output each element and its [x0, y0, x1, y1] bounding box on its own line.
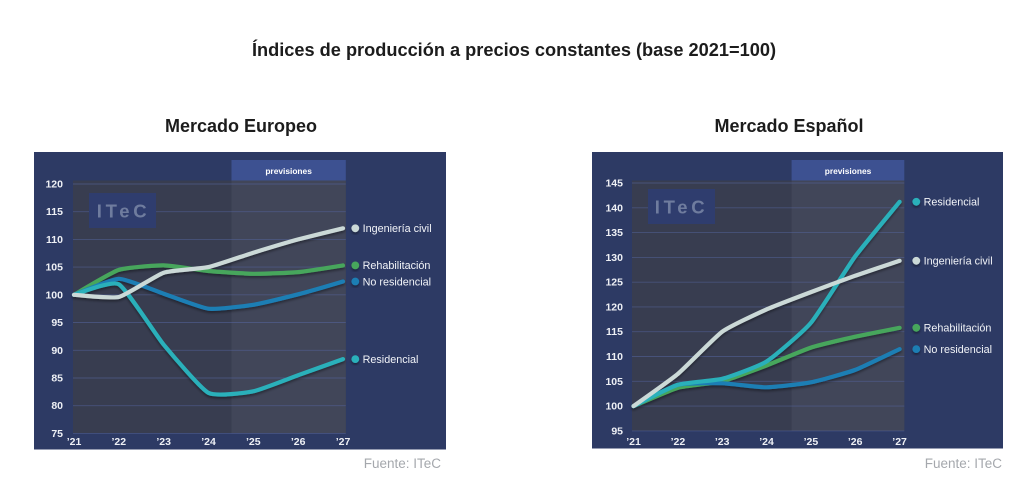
svg-text:110: 110	[46, 234, 63, 246]
svg-text:75: 75	[51, 428, 63, 440]
svg-text:145: 145	[605, 178, 623, 190]
svg-text:’22: ’22	[671, 436, 686, 448]
svg-text:85: 85	[51, 373, 63, 385]
svg-text:No residencial: No residencial	[924, 344, 992, 356]
svg-text:’26: ’26	[848, 436, 863, 448]
svg-text:Ingeniería civil: Ingeniería civil	[363, 223, 432, 235]
svg-text:120: 120	[45, 179, 63, 191]
svg-text:115: 115	[606, 326, 623, 338]
svg-text:Residencial: Residencial	[924, 197, 980, 209]
svg-text:’26: ’26	[291, 436, 306, 448]
svg-text:’23: ’23	[156, 436, 171, 448]
svg-text:140: 140	[605, 202, 623, 214]
svg-text:115: 115	[46, 206, 63, 218]
svg-text:Índices de producción a precio: Índices de producción a precios constant…	[252, 39, 776, 60]
svg-text:’25: ’25	[804, 436, 819, 448]
svg-text:Residencial: Residencial	[363, 354, 419, 366]
svg-text:’23: ’23	[715, 436, 730, 448]
svg-text:110: 110	[606, 351, 623, 363]
svg-text:95: 95	[51, 317, 63, 329]
svg-text:130: 130	[605, 252, 623, 264]
svg-text:135: 135	[605, 227, 623, 239]
svg-text:100: 100	[605, 401, 623, 413]
svg-text:105: 105	[45, 262, 63, 274]
svg-text:Fuente: ITeC: Fuente: ITeC	[364, 456, 442, 471]
svg-text:previsiones: previsiones	[265, 166, 312, 176]
svg-text:ITeC: ITeC	[97, 201, 151, 222]
svg-text:Rehabilitación: Rehabilitación	[363, 260, 431, 272]
svg-text:120: 120	[605, 301, 623, 313]
svg-text:90: 90	[51, 345, 63, 357]
svg-text:ITeC: ITeC	[655, 197, 709, 218]
svg-text:No residencial: No residencial	[363, 276, 431, 288]
svg-text:’22: ’22	[111, 436, 126, 448]
svg-text:’21: ’21	[67, 436, 82, 448]
svg-text:Mercado Español: Mercado Español	[714, 116, 863, 136]
svg-text:Mercado Europeo: Mercado Europeo	[165, 116, 317, 136]
svg-text:Ingeniería civil: Ingeniería civil	[924, 256, 993, 268]
svg-text:’24: ’24	[759, 436, 774, 448]
svg-text:’21: ’21	[626, 436, 641, 448]
svg-text:’24: ’24	[201, 436, 216, 448]
svg-text:’27: ’27	[336, 436, 351, 448]
svg-text:Rehabilitación: Rehabilitación	[924, 323, 992, 335]
svg-text:125: 125	[605, 277, 623, 289]
svg-text:previsiones: previsiones	[825, 166, 872, 176]
svg-text:’27: ’27	[892, 436, 907, 448]
svg-text:95: 95	[611, 425, 623, 437]
svg-text:80: 80	[51, 400, 63, 412]
svg-text:105: 105	[605, 376, 623, 388]
svg-text:’25: ’25	[246, 436, 261, 448]
svg-text:100: 100	[45, 289, 63, 301]
svg-text:Fuente: ITeC: Fuente: ITeC	[925, 456, 1003, 471]
